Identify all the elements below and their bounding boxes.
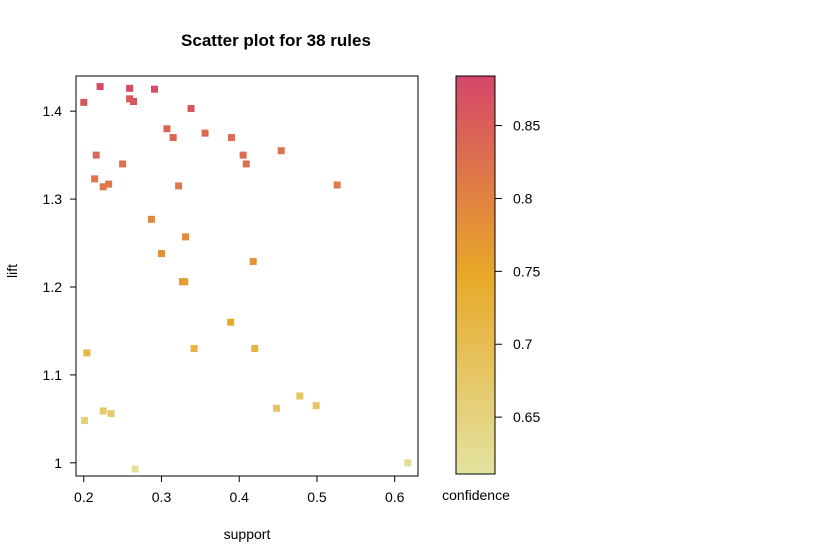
data-point — [201, 129, 209, 137]
data-point — [151, 85, 159, 93]
data-point — [277, 147, 285, 155]
data-point — [227, 134, 235, 142]
colorbar-tick-label: 0.8 — [513, 190, 533, 206]
data-point — [158, 250, 165, 258]
colorbar — [455, 75, 496, 475]
colorbar-tick-label: 0.7 — [513, 336, 533, 352]
data-point — [242, 160, 250, 168]
data-point — [296, 392, 304, 400]
data-point — [119, 160, 127, 168]
data-point — [96, 83, 104, 91]
x-axis: 0.2 0.3 0.4 0.5 0.6 — [74, 476, 405, 505]
data-point — [251, 345, 259, 353]
x-tick-label: 0.4 — [229, 489, 249, 505]
data-point — [239, 151, 247, 159]
data-point — [91, 175, 99, 183]
y-tick-label: 1.4 — [43, 103, 63, 119]
data-point — [80, 98, 88, 106]
data-point — [126, 84, 134, 92]
data-point — [227, 318, 235, 326]
y-axis: 1 1.1 1.2 1.3 1.4 — [43, 103, 76, 471]
y-tick-label: 1.3 — [43, 191, 63, 207]
data-point — [273, 404, 281, 412]
data-point — [92, 151, 100, 159]
data-point — [169, 134, 177, 142]
y-tick-label: 1.2 — [43, 279, 63, 295]
data-point — [190, 345, 198, 353]
data-point — [130, 97, 138, 105]
data-point — [105, 180, 113, 188]
data-point — [126, 95, 134, 103]
data-point — [175, 182, 183, 190]
x-tick-label: 0.6 — [385, 489, 405, 505]
data-points — [80, 83, 412, 473]
x-tick-label: 0.5 — [307, 489, 327, 505]
colorbar-tick-label: 0.75 — [513, 263, 540, 279]
x-axis-label: support — [224, 526, 271, 542]
x-tick-label: 0.3 — [152, 489, 172, 505]
data-point — [107, 410, 115, 418]
x-tick-label: 0.2 — [74, 489, 94, 505]
data-point — [333, 181, 341, 189]
colorbar-label: confidence — [442, 487, 510, 503]
data-point — [312, 402, 320, 410]
data-point — [181, 278, 189, 286]
y-axis-label: lift — [4, 264, 20, 278]
data-point — [99, 183, 107, 191]
data-point — [147, 215, 155, 223]
data-point — [83, 349, 91, 357]
data-point — [182, 233, 190, 241]
data-point — [81, 417, 89, 425]
y-tick-label: 1.1 — [43, 367, 63, 383]
data-point — [187, 105, 195, 113]
y-tick-label: 1 — [54, 455, 62, 471]
chart-title: Scatter plot for 38 rules — [181, 31, 371, 50]
colorbar-tick-label: 0.85 — [513, 118, 540, 134]
data-point — [163, 125, 171, 133]
colorbar-axis: 0.65 0.7 0.75 0.8 0.85 — [495, 118, 540, 425]
data-point — [131, 465, 139, 473]
data-point — [249, 257, 257, 265]
plot-frame — [75, 75, 419, 477]
data-point — [404, 459, 412, 467]
colorbar-tick-label: 0.65 — [513, 409, 540, 425]
data-point — [99, 407, 107, 415]
